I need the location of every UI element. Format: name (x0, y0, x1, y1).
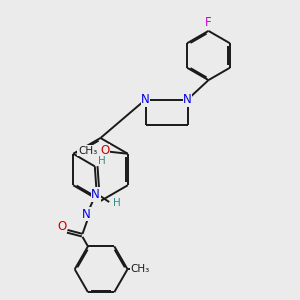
Text: N: N (91, 188, 100, 201)
Text: O: O (100, 144, 109, 157)
Text: N: N (82, 208, 91, 221)
Text: CH₃: CH₃ (78, 146, 97, 156)
Text: H: H (112, 198, 120, 208)
Text: O: O (57, 220, 66, 233)
Text: F: F (205, 16, 212, 29)
Text: N: N (183, 93, 192, 106)
Text: CH₃: CH₃ (130, 264, 150, 274)
Text: N: N (141, 93, 150, 106)
Text: H: H (98, 156, 106, 166)
